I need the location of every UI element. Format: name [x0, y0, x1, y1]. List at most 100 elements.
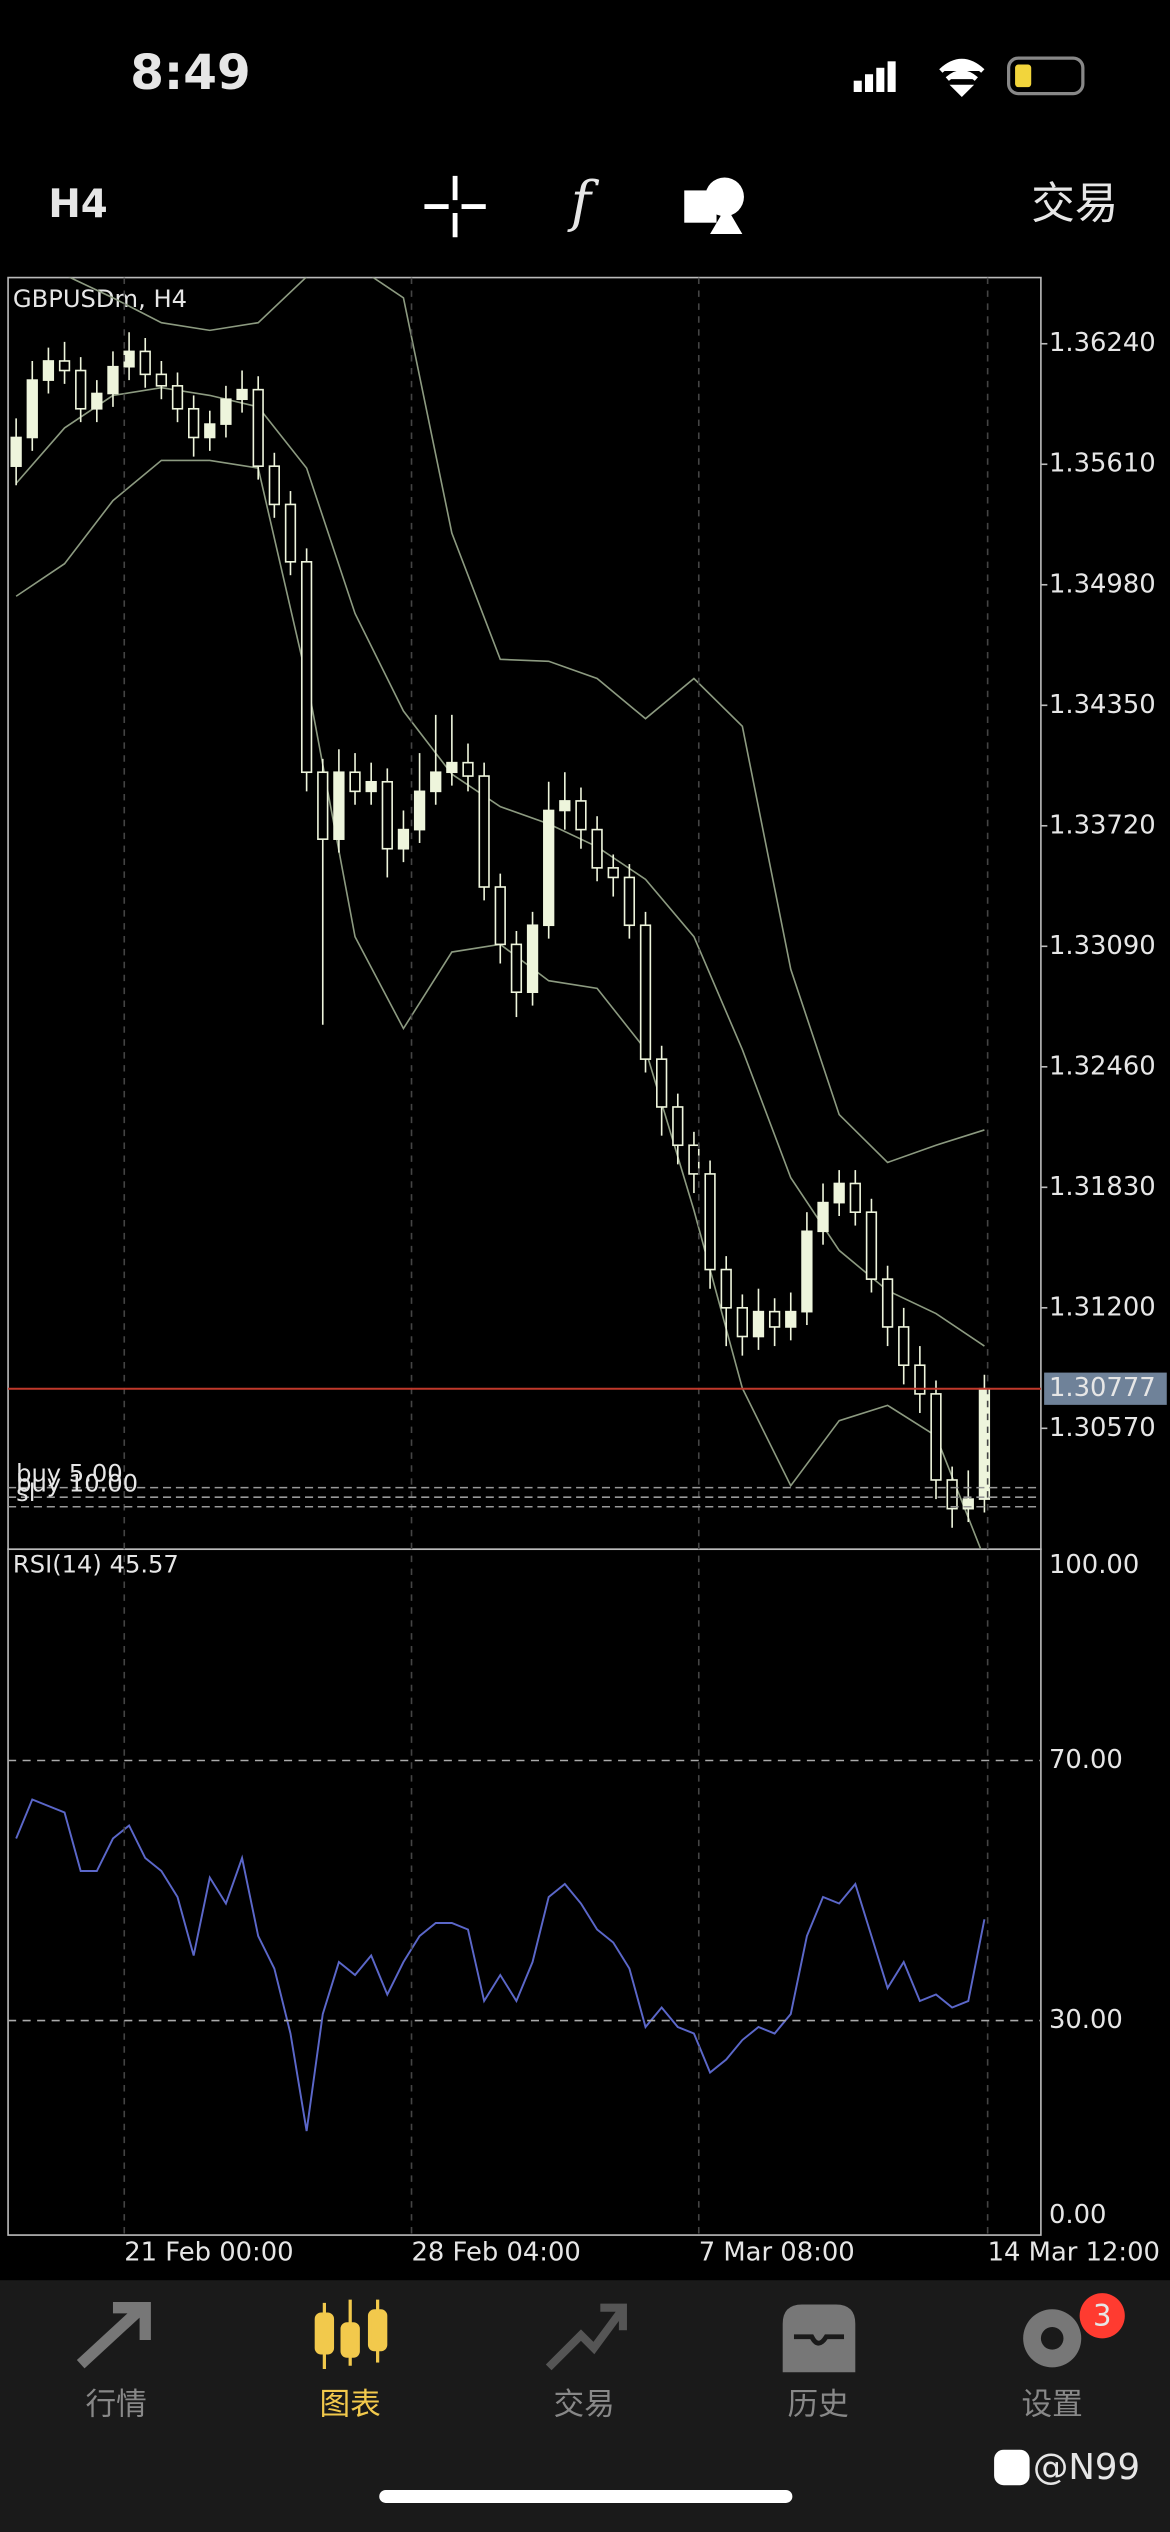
quotes-icon[interactable] — [76, 2302, 151, 2369]
candle-body — [543, 809, 555, 927]
main-frame — [7, 276, 1042, 1551]
candle-body — [413, 790, 426, 831]
bollinger-upper — [68, 277, 985, 1164]
candle-body — [58, 360, 71, 372]
candle-body — [123, 350, 135, 368]
x-tick-label: 7 Mar 08:00 — [699, 2237, 855, 2267]
static-ui: 8:49 H4 f 交易 GBPUSDm, H4 RSI(14) 45.57 3… — [0, 45, 1170, 2532]
y-tick-label: 1.35610 — [1049, 449, 1156, 479]
y-tick-label: 1.31830 — [1049, 1172, 1156, 1202]
candle-body — [559, 800, 571, 812]
candle-body — [91, 392, 103, 410]
y-tick-label: 1.30570 — [1049, 1413, 1156, 1443]
candle-body — [317, 771, 329, 840]
candle-body — [898, 1326, 910, 1367]
signal-icon — [853, 61, 896, 92]
candle-body — [430, 771, 442, 793]
tab-label[interactable]: 设置 — [1022, 2388, 1083, 2423]
candle-body — [801, 1230, 813, 1313]
candle-body — [817, 1201, 829, 1233]
candle-body — [688, 1144, 700, 1175]
candle-body — [10, 436, 22, 467]
candle-body — [623, 876, 636, 927]
candle-body — [139, 350, 151, 376]
candle-body — [397, 828, 410, 850]
y-tick-label: 1.33090 — [1049, 931, 1156, 961]
candle-body — [268, 465, 280, 506]
watermark: @N99 — [1033, 2447, 1140, 2488]
rsi-title: RSI(14) 45.57 — [13, 1550, 179, 1578]
candle-body — [252, 388, 264, 467]
chart-tab-icon[interactable] — [314, 2299, 388, 2370]
history-icon[interactable] — [782, 2304, 856, 2373]
rsi-tick-label: 100.00 — [1049, 1550, 1139, 1580]
candle-body — [849, 1182, 861, 1213]
candle-body — [575, 800, 587, 831]
y-tick-label: 1.36240 — [1049, 328, 1156, 358]
candle-body — [962, 1498, 974, 1510]
order-label: buy 10.00 — [16, 1469, 138, 1497]
rsi-tick-label: 0.00 — [1049, 2200, 1106, 2230]
y-tick-label: 1.34980 — [1049, 569, 1156, 599]
tab-label[interactable]: 图表 — [320, 2388, 381, 2423]
candle-body — [704, 1173, 716, 1271]
candle-body — [333, 771, 345, 840]
trade-icon[interactable] — [545, 2303, 627, 2371]
candle-body — [365, 780, 377, 793]
y-tick-label: 1.34350 — [1049, 690, 1156, 720]
candle-body — [220, 398, 232, 425]
home-indicator — [379, 2490, 793, 2503]
tab-label[interactable]: 交易 — [554, 2388, 615, 2423]
candle-body — [785, 1310, 797, 1328]
x-tick-label: 21 Feb 00:00 — [124, 2237, 293, 2267]
tab-label[interactable]: 历史 — [788, 2388, 849, 2423]
rsi-line — [15, 1798, 986, 2132]
main-plot — [10, 277, 991, 1550]
candle-body — [656, 1058, 668, 1108]
x-tick-label: 14 Mar 12:00 — [988, 2237, 1160, 2267]
candle-body — [510, 943, 523, 994]
candle-body — [607, 867, 619, 879]
badge-count: 3 — [1093, 2298, 1111, 2332]
indicator-button[interactable]: f — [567, 170, 600, 234]
battery-level — [1015, 64, 1032, 88]
candle-body — [752, 1310, 765, 1338]
rsi-value: 45.57 — [110, 1550, 179, 1578]
candle-body — [736, 1307, 748, 1338]
trade-button[interactable]: 交易 — [1031, 180, 1118, 230]
candle-body — [865, 1211, 878, 1280]
candle-body — [591, 828, 603, 869]
candle-body — [204, 423, 216, 439]
timeframe[interactable]: H4 — [48, 182, 107, 227]
candle-body — [833, 1182, 845, 1204]
candle-body — [26, 379, 38, 439]
candle-body — [381, 780, 393, 850]
candle-body — [155, 373, 168, 387]
candle-body — [881, 1278, 894, 1328]
tab-label[interactable]: 行情 — [86, 2388, 147, 2423]
objects-button[interactable] — [684, 177, 744, 234]
candle-body — [946, 1479, 958, 1510]
y-tick-label: 1.31200 — [1049, 1292, 1156, 1322]
candle-body — [526, 924, 539, 994]
rsi-label: RSI(14) — [13, 1550, 102, 1578]
rsi-tick-label: 70.00 — [1049, 1745, 1123, 1775]
candle-body — [236, 388, 248, 401]
crosshair-button[interactable] — [424, 175, 486, 238]
candle-body — [284, 503, 297, 563]
order-label: sl — [16, 1479, 35, 1507]
rsi-tick-label: 30.00 — [1049, 2005, 1123, 2035]
candle-body — [720, 1268, 732, 1309]
candle-body — [171, 385, 184, 410]
candle-body — [446, 761, 458, 774]
settings-icon-hole — [1040, 2327, 1064, 2350]
rsi-frame — [7, 1548, 1042, 2236]
candle-body — [349, 771, 361, 793]
candle-body — [107, 365, 119, 395]
candle-body — [930, 1393, 942, 1481]
badge — [1079, 2293, 1125, 2339]
candle-body — [300, 561, 313, 774]
current-price-label: 1.30777 — [1049, 1373, 1156, 1403]
